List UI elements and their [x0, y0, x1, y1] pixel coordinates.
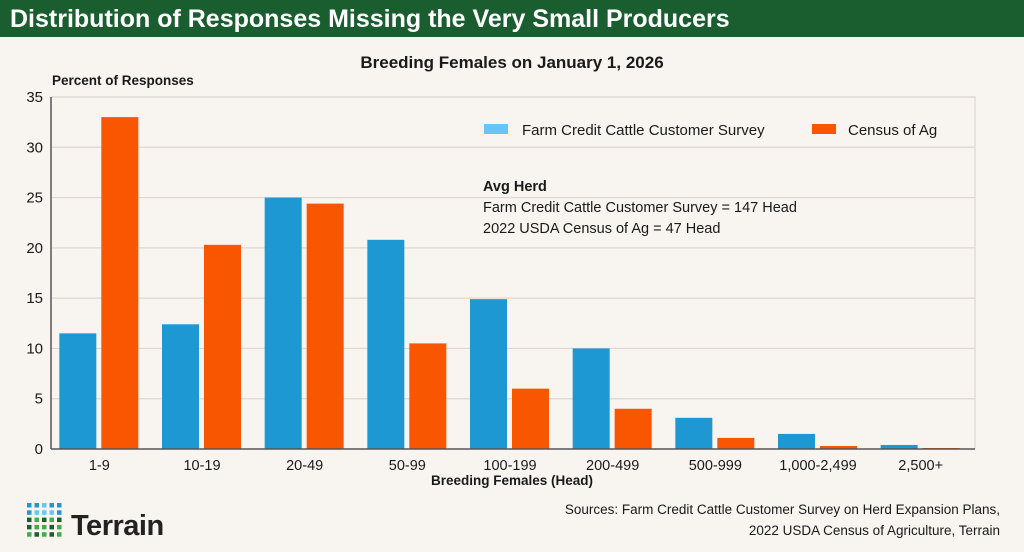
bar-survey [880, 444, 918, 449]
annotation-line: Farm Credit Cattle Customer Survey = 147… [483, 200, 797, 216]
x-tick-label: 500-999 [689, 458, 742, 474]
logo-dot [27, 524, 32, 530]
chart-title: Breeding Females on January 1, 2026 [360, 53, 663, 72]
logo-dot [49, 532, 54, 537]
logo-dot [42, 503, 47, 508]
logo-dot [49, 517, 54, 523]
legend-label-census: Census of Ag [848, 122, 937, 139]
legend: Farm Credit Cattle Customer Survey Censu… [484, 122, 937, 139]
bar-survey [778, 433, 815, 449]
x-tick-label: 1-9 [89, 458, 110, 474]
sources-line: Sources: Farm Credit Cattle Customer Sur… [565, 502, 1000, 517]
logo-dot [34, 517, 39, 523]
logo-dot [42, 524, 47, 530]
x-tick-label: 20-49 [286, 458, 323, 474]
x-tick-label: 1,000-2,499 [779, 458, 856, 474]
x-tick-label: 10-19 [183, 458, 220, 474]
x-tick-labels: 1-9 10-19 20-49 50-99 100-199 200-499 500-999 1… [89, 458, 943, 474]
bar-census [409, 343, 447, 449]
x-tick-label: 100-199 [483, 458, 536, 474]
logo-dots-icon [27, 503, 62, 537]
logo-text: Terrain [71, 510, 164, 542]
header-bar [0, 0, 1024, 37]
logo-dot [49, 510, 54, 515]
bar-survey [470, 299, 507, 449]
bar-survey [162, 324, 199, 449]
logo-dot [34, 510, 39, 515]
logo-dot [27, 517, 32, 523]
legend-swatch-census [812, 124, 836, 134]
bars [59, 117, 960, 449]
y-tick-labels: 0 5 10 15 20 25 30 35 [26, 89, 43, 458]
logo-dot [57, 532, 62, 537]
bar-census [512, 388, 549, 449]
terrain-logo: Terrain [27, 503, 164, 542]
logo-dot [49, 503, 54, 508]
logo-dot [27, 503, 32, 508]
bar-survey [59, 333, 97, 449]
logo-dot [34, 524, 39, 530]
y-tick-label: 25 [26, 190, 43, 207]
logo-dot [57, 524, 62, 530]
logo-dot [27, 532, 32, 537]
logo-dot [49, 524, 54, 530]
y-tick-label: 20 [26, 240, 43, 257]
y-tick-label: 10 [26, 340, 43, 357]
x-axis-title: Breeding Females (Head) [431, 473, 593, 488]
y-tick-label: 0 [35, 441, 43, 458]
legend-swatch-survey [484, 124, 508, 134]
bar-census [820, 445, 857, 449]
logo-dot [42, 510, 47, 515]
logo-dot [57, 503, 62, 508]
logo-dot [42, 517, 47, 523]
bar-census [306, 203, 344, 449]
logo-dot [57, 510, 62, 515]
y-tick-label: 35 [26, 89, 43, 106]
bar-census [204, 244, 241, 449]
x-tick-label: 200-499 [586, 458, 639, 474]
bar-survey [675, 417, 713, 449]
logo-dot [27, 510, 32, 515]
x-tick-label: 2,500+ [898, 458, 943, 474]
legend-label-survey: Farm Credit Cattle Customer Survey [522, 122, 765, 139]
annotation-heading: Avg Herd [483, 179, 547, 195]
logo-dot [34, 503, 39, 508]
logo-dot [34, 532, 39, 537]
header-title: Distribution of Responses Missing the Ve… [10, 5, 730, 33]
bar-survey [264, 197, 302, 449]
x-tick-label: 50-99 [389, 458, 426, 474]
sources-line: 2022 USDA Census of Agriculture, Terrain [749, 523, 1000, 538]
bar-census [717, 437, 755, 449]
avg-herd-annotation: Avg Herd Farm Credit Cattle Customer Sur… [483, 179, 797, 237]
bar-survey [367, 239, 405, 449]
logo-dot [57, 517, 62, 523]
annotation-line: 2022 USDA Census of Ag = 47 Head [483, 221, 720, 237]
y-axis-title: Percent of Responses [52, 73, 194, 88]
bar-census [614, 408, 652, 449]
logo-dot [42, 532, 47, 537]
y-tick-label: 15 [26, 290, 43, 307]
y-tick-label: 30 [26, 139, 43, 156]
bar-survey [572, 348, 610, 449]
bar-census [101, 117, 139, 449]
y-tick-label: 5 [35, 391, 43, 408]
